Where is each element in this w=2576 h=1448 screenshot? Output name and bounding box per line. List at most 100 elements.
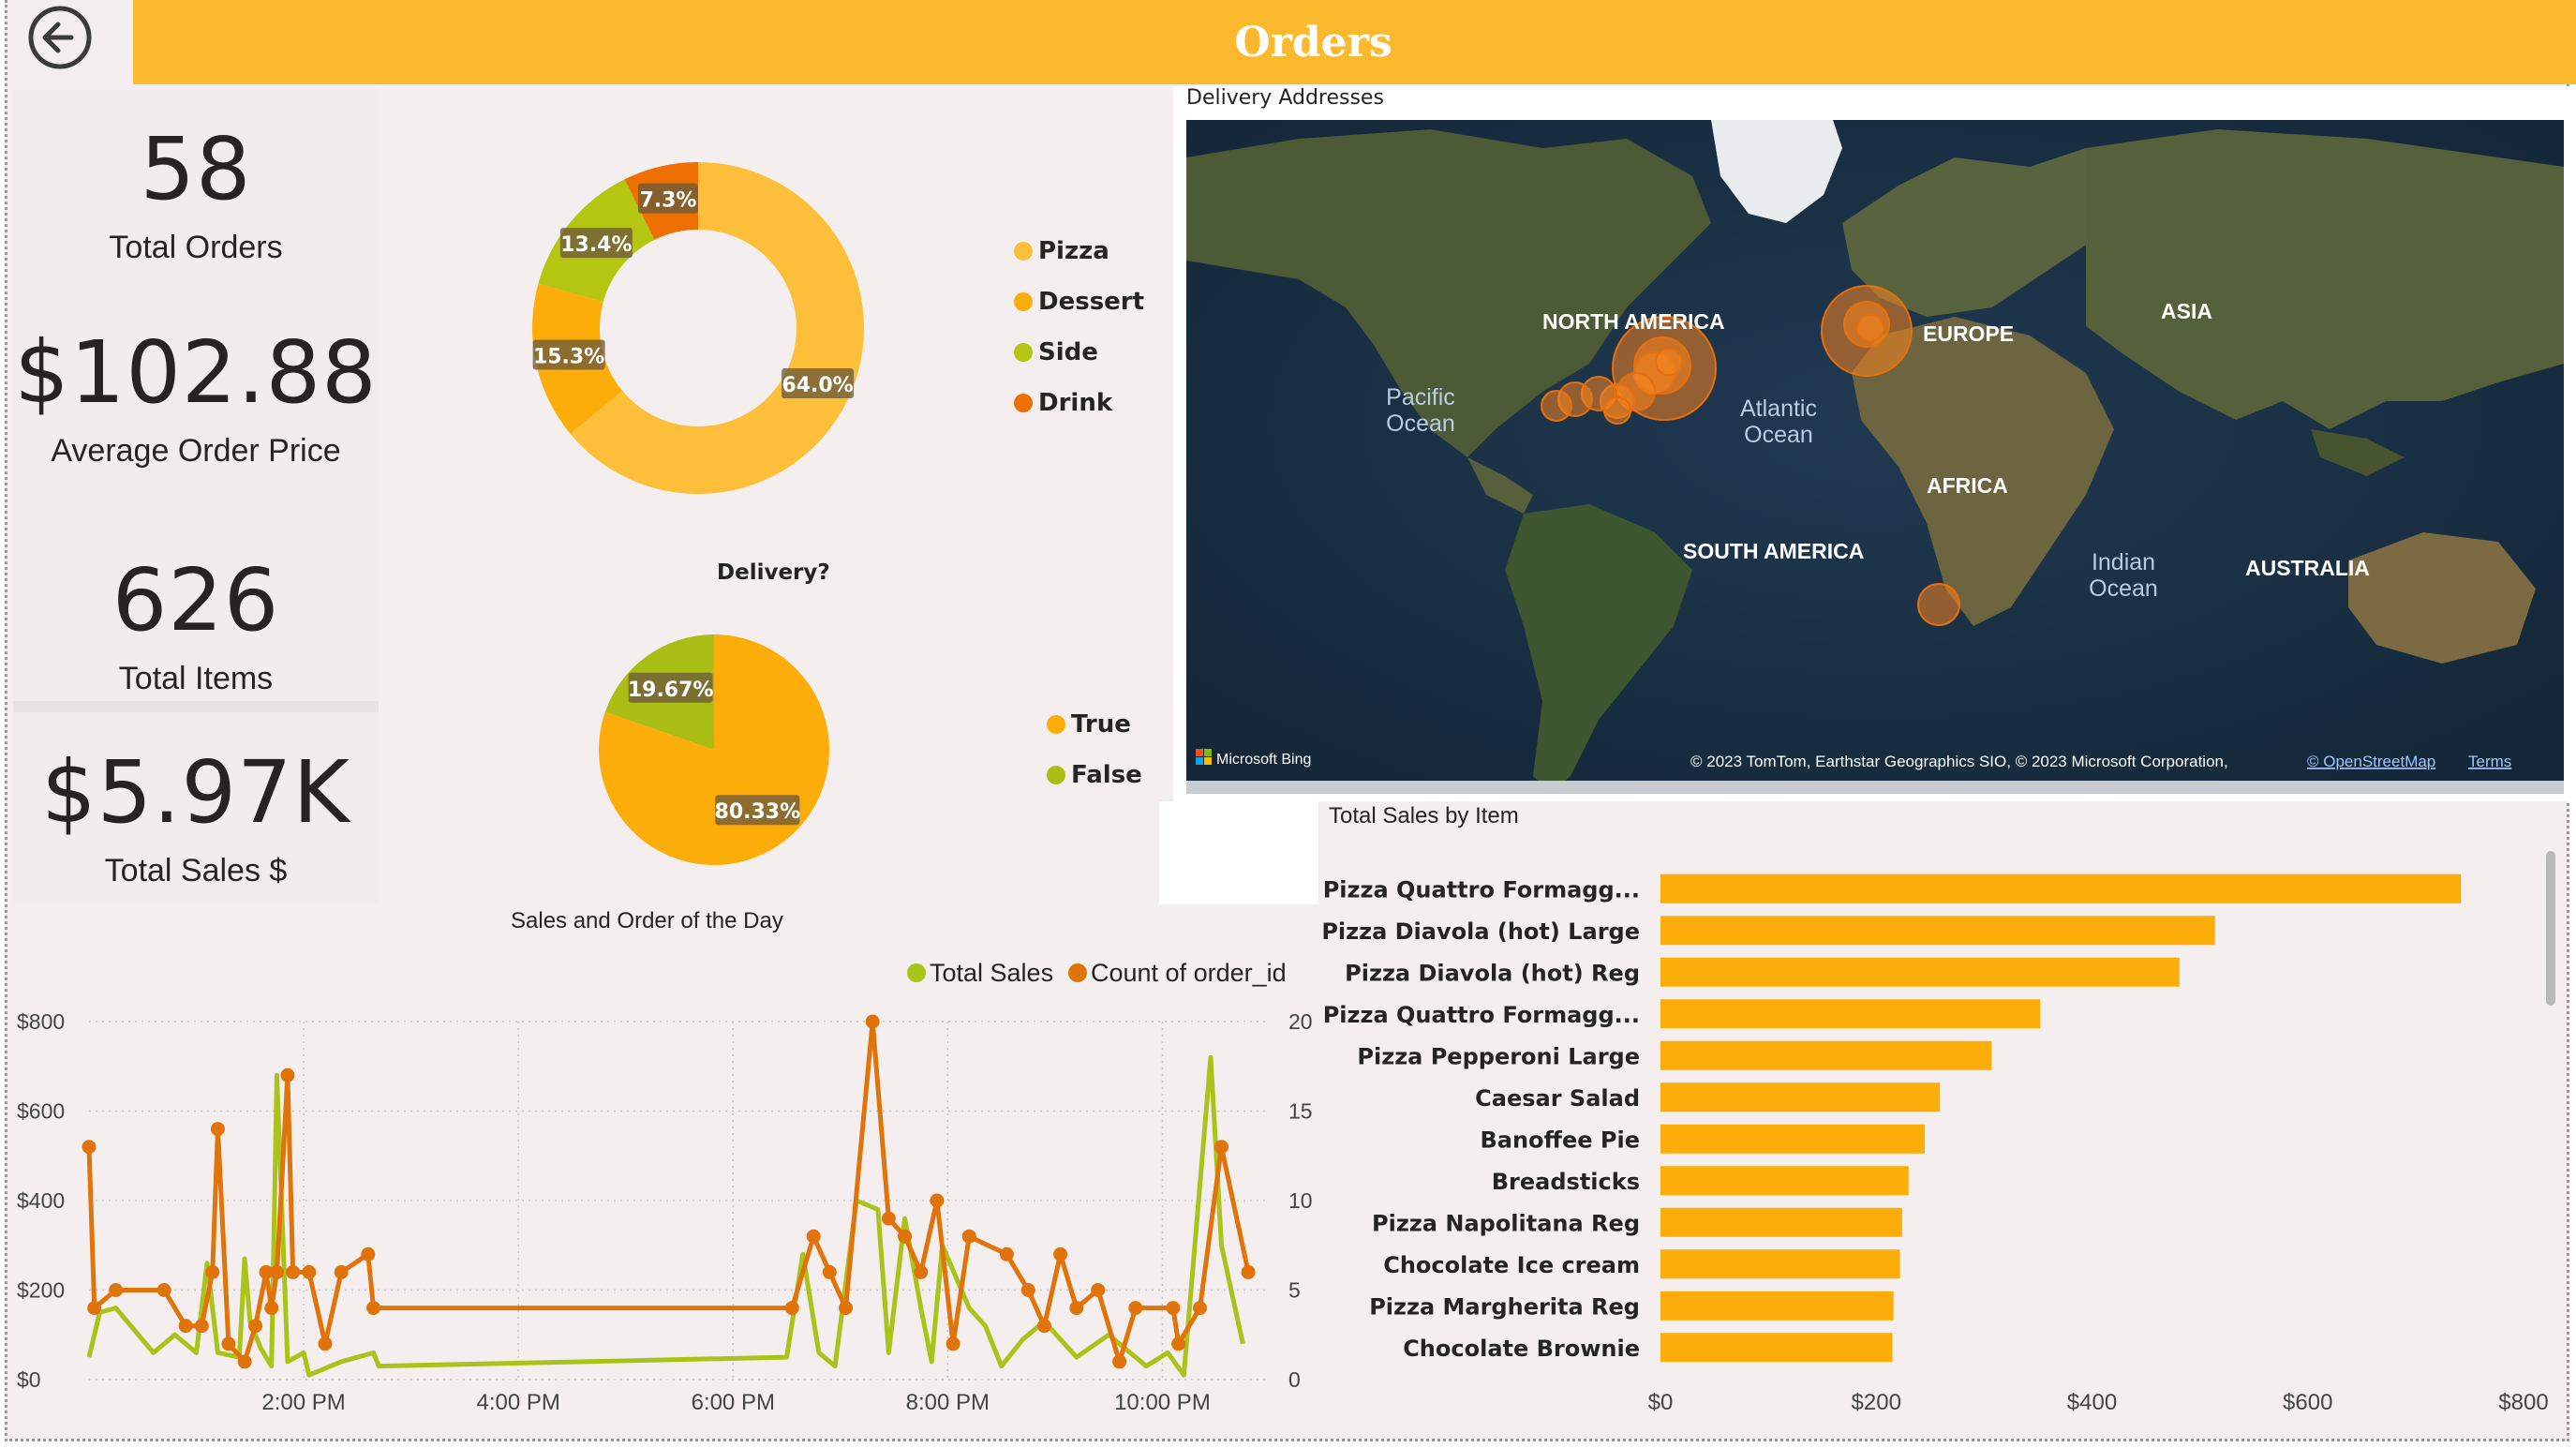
line-data-point[interactable] [784, 1301, 799, 1316]
bar-chart-scrollbar[interactable] [2546, 851, 2555, 1006]
line-data-point[interactable] [1069, 1301, 1084, 1316]
line-legend-marker-icon [1068, 963, 1087, 982]
line-legend-item[interactable]: Count of order_id [1091, 959, 1287, 987]
bar[interactable] [1660, 916, 2215, 946]
map-canvas[interactable]: NORTH AMERICA EUROPE ASIA AFRICA SOUTH A… [1186, 120, 2564, 794]
kpi-value: $5.97K [41, 742, 350, 843]
line-data-point[interactable] [1128, 1301, 1143, 1316]
line-data-point[interactable] [109, 1283, 124, 1297]
map-terms-link[interactable]: Terms [2468, 753, 2511, 770]
delivery-bubble[interactable] [1856, 314, 1884, 342]
line-data-point[interactable] [930, 1193, 945, 1208]
kpi-label: Average Order Price [51, 433, 341, 469]
delivery-legend-item[interactable]: False [1071, 761, 1142, 789]
line-data-point[interactable] [210, 1122, 225, 1137]
line-data-point[interactable] [1053, 1246, 1068, 1261]
line-data-point[interactable] [1112, 1354, 1127, 1369]
line-chart-title: Sales and Order of the Day [511, 908, 783, 933]
delivery-legend-item[interactable]: True [1071, 710, 1131, 739]
line-data-point[interactable] [156, 1283, 171, 1297]
line-data-point[interactable] [318, 1336, 333, 1351]
delivery-bubble[interactable] [1917, 583, 1960, 626]
back-arrow-icon[interactable] [26, 4, 94, 71]
map-osm-link[interactable]: © OpenStreetMap [2307, 753, 2435, 770]
line-series-total-sales[interactable] [86, 1054, 1245, 1378]
line-data-point[interactable] [1193, 1301, 1208, 1316]
bar[interactable] [1660, 957, 2180, 987]
bar[interactable] [1660, 1333, 1893, 1363]
line-data-point[interactable] [1171, 1336, 1186, 1351]
page-title: Orders [1234, 18, 1392, 67]
bar[interactable] [1660, 1166, 1909, 1196]
map-label-atlantic: Atlantic [1740, 396, 1817, 422]
delivery-bubble[interactable] [1655, 348, 1683, 376]
bar[interactable] [1660, 1249, 1900, 1279]
line-y-right-tick: 20 [1288, 1009, 1313, 1034]
map-label-pacific-ocean: Ocean [1386, 411, 1455, 437]
line-data-point[interactable] [946, 1336, 960, 1351]
bar[interactable] [1660, 873, 2462, 903]
line-data-point[interactable] [1241, 1264, 1256, 1279]
world-map[interactable]: NORTH AMERICA EUROPE ASIA AFRICA SOUTH A… [1186, 120, 2564, 794]
delivery-bubble[interactable] [1603, 396, 1631, 425]
delivery-data-label: 19.67% [628, 679, 714, 702]
southeast-asia-shape [2311, 429, 2405, 476]
delivery-bubble[interactable] [1541, 390, 1572, 422]
line-data-point[interactable] [806, 1229, 821, 1244]
line-data-point[interactable] [286, 1264, 301, 1279]
panel-background [1159, 801, 1318, 904]
map-visual[interactable]: Delivery Addresses [1173, 86, 2569, 801]
bar-category-label: Pizza Diavola (hot) Reg [1345, 960, 1640, 986]
line-data-point[interactable] [178, 1319, 193, 1334]
line-y-right-tick: 15 [1288, 1099, 1313, 1124]
line-data-point[interactable] [881, 1211, 896, 1226]
line-data-point[interactable] [205, 1264, 220, 1279]
bar[interactable] [1660, 1040, 1992, 1070]
kpi-total-items: 626 Total Items [13, 506, 379, 703]
line-data-point[interactable] [237, 1354, 252, 1369]
line-data-point[interactable] [865, 1014, 880, 1029]
australia-shape [2348, 532, 2536, 664]
line-data-point[interactable] [248, 1319, 263, 1334]
south-america-shape [1505, 504, 1692, 794]
line-data-point[interactable] [1214, 1140, 1228, 1155]
line-data-point[interactable] [194, 1319, 209, 1334]
line-data-point[interactable] [1091, 1283, 1106, 1297]
bar-category-label: Pizza Diavola (hot) Large [1321, 918, 1640, 945]
line-data-point[interactable] [839, 1301, 854, 1316]
line-data-point[interactable] [221, 1336, 236, 1351]
line-data-point[interactable] [87, 1301, 102, 1316]
map-label-atlantic-ocean: Ocean [1744, 422, 1813, 448]
line-data-point[interactable] [898, 1229, 913, 1244]
map-label-asia: ASIA [2161, 299, 2212, 323]
bar[interactable] [1660, 999, 2041, 1029]
bar[interactable] [1660, 1207, 1902, 1237]
line-data-point[interactable] [1020, 1283, 1035, 1297]
line-legend-item[interactable]: Total Sales [930, 959, 1053, 987]
bar[interactable] [1660, 1291, 1894, 1321]
line-data-point[interactable] [999, 1246, 1014, 1261]
delivery-bubbles[interactable] [1541, 285, 1960, 626]
line-data-point[interactable] [82, 1140, 97, 1155]
line-data-point[interactable] [961, 1229, 976, 1244]
line-data-point[interactable] [1036, 1319, 1051, 1334]
line-data-point[interactable] [1166, 1301, 1181, 1316]
line-legend-marker-icon [907, 963, 926, 982]
line-data-point[interactable] [822, 1264, 837, 1279]
line-data-point[interactable] [280, 1067, 295, 1082]
kpi-label: Total Sales $ [104, 853, 288, 888]
line-data-point[interactable] [302, 1264, 317, 1279]
line-data-point[interactable] [366, 1301, 381, 1316]
bar-x-tick: $400 [2067, 1390, 2117, 1415]
bar[interactable] [1660, 1082, 1941, 1112]
africa-shape [1852, 317, 2114, 626]
map-label-north-america: NORTH AMERICA [1542, 309, 1725, 334]
line-data-point[interactable] [259, 1264, 274, 1279]
bar[interactable] [1660, 1124, 1926, 1154]
line-data-point[interactable] [264, 1301, 279, 1316]
line-data-point[interactable] [269, 1264, 284, 1279]
line-data-point[interactable] [914, 1264, 929, 1279]
line-data-point[interactable] [334, 1264, 349, 1279]
line-data-point[interactable] [361, 1246, 376, 1261]
bar-x-tick: $200 [1852, 1390, 1901, 1415]
